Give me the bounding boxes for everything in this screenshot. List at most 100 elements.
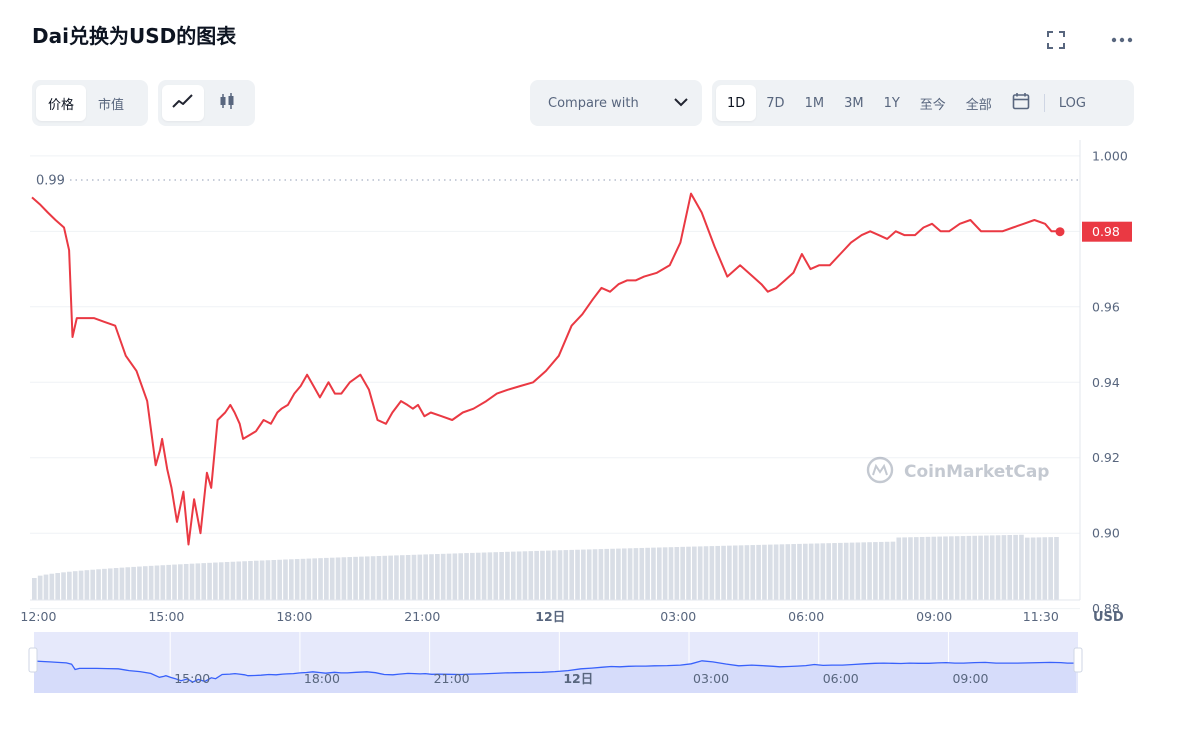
volume-bar <box>826 543 832 600</box>
page-title: Dai兑换为USD的图表 <box>32 24 237 48</box>
tab-price[interactable]: 价格 <box>36 85 87 121</box>
range-1m[interactable]: 1M <box>804 95 825 111</box>
x-tick-label: 15:00 <box>148 609 184 624</box>
navigator-handle-left[interactable] <box>28 647 38 673</box>
compare-with-dropdown[interactable]: Compare with <box>530 80 702 126</box>
range-7d[interactable]: 7D <box>766 95 785 111</box>
navigator-tick-label: 18:00 <box>304 671 340 686</box>
volume-bar <box>949 536 954 600</box>
volume-bar <box>405 554 411 600</box>
volume-bar <box>394 555 399 600</box>
volume-bar <box>709 546 715 600</box>
volume-bar <box>756 544 761 600</box>
volume-bar <box>242 561 247 600</box>
volume-bar <box>937 536 942 600</box>
volume-bar <box>399 555 405 600</box>
volume-bar <box>90 569 96 600</box>
volume-bar <box>306 558 312 600</box>
range-all[interactable]: 全部 <box>965 97 992 113</box>
currency-label: USD <box>1093 610 1124 625</box>
volume-bar <box>248 560 253 600</box>
volume-bar <box>995 535 1001 600</box>
volume-bar <box>452 553 458 600</box>
volume-bar <box>55 572 61 600</box>
volume-bar <box>213 562 218 600</box>
volume-bar <box>767 544 773 600</box>
volume-bar <box>359 556 364 600</box>
volume-bar <box>645 547 650 600</box>
volume-bar <box>884 541 890 600</box>
volume-bar <box>908 537 913 600</box>
volume-bar <box>277 559 282 600</box>
volume-bar <box>148 565 154 600</box>
volume-bar <box>446 553 452 600</box>
volume-bar <box>680 546 685 600</box>
range-tabs: 1D 7D 1M 3M 1Y 至今 全部 LOG <box>712 80 1134 126</box>
range-3m[interactable]: 3M <box>844 95 864 111</box>
volume-bar <box>218 562 224 600</box>
volume-bar <box>160 565 166 600</box>
grid-lines <box>30 155 1080 610</box>
calendar-button[interactable] <box>1002 85 1040 121</box>
fullscreen-icon[interactable] <box>1044 28 1068 52</box>
last-price-label: 0.98 <box>1092 224 1120 239</box>
volume-bar <box>762 544 767 600</box>
range-ytd[interactable]: 至今 <box>919 97 946 113</box>
more-icon[interactable] <box>1110 28 1134 52</box>
range-navigator[interactable]: 15:00 18:00 21:00 12日 03:00 06:00 09:00 <box>28 632 1083 693</box>
navigator-handle-right[interactable] <box>1073 647 1083 673</box>
volume-bar <box>867 542 872 600</box>
volume-bar <box>417 554 423 600</box>
range-1y[interactable]: 1Y <box>883 95 900 111</box>
volume-bar <box>96 569 101 600</box>
price-line <box>31 192 1060 546</box>
tab-market-cap[interactable]: 市值 <box>98 97 125 113</box>
volume-bar <box>639 547 645 600</box>
volume-bar <box>773 544 779 600</box>
volume-bar <box>925 536 931 600</box>
range-1d[interactable]: 1D <box>716 85 757 121</box>
volume-bar <box>72 571 78 600</box>
watermark-text: CoinMarketCap <box>904 462 1049 482</box>
volume-bar <box>516 551 522 600</box>
chart-style-tabs <box>158 80 255 126</box>
volume-bar <box>271 559 277 600</box>
x-tick-label: 18:00 <box>276 609 312 624</box>
volume-bar <box>142 566 148 600</box>
volume-bar <box>668 547 674 600</box>
volume-bar <box>662 547 668 600</box>
volume-bar <box>505 551 510 600</box>
volume-bar <box>738 545 744 600</box>
volume-bar <box>61 572 66 600</box>
volume-bar <box>189 563 195 600</box>
y-tick-label: 0.92 <box>1092 450 1120 465</box>
volume-bars <box>32 534 1059 600</box>
volume-bar <box>610 548 615 600</box>
volume-bar <box>499 551 504 600</box>
volume-bar <box>522 551 528 600</box>
volume-bar <box>1036 537 1042 600</box>
x-tick-label: 12:00 <box>20 609 56 624</box>
volume-bar <box>43 574 49 600</box>
volume-bar <box>318 558 323 600</box>
volume-bar <box>913 537 919 600</box>
volume-bar <box>791 544 796 600</box>
volume-bar <box>656 547 662 600</box>
candlestick-button[interactable] <box>204 85 250 121</box>
volume-bar <box>586 549 592 600</box>
chevron-down-icon <box>674 96 688 111</box>
volume-bar <box>493 552 499 600</box>
line-chart-button[interactable] <box>162 85 204 121</box>
volume-bar <box>230 561 236 600</box>
line-chart-icon <box>172 93 194 113</box>
log-toggle[interactable]: LOG <box>1058 95 1086 111</box>
volume-bar <box>808 543 814 600</box>
navigator-line <box>33 660 1076 683</box>
volume-bar <box>154 565 160 600</box>
volume-bar <box>1024 537 1030 600</box>
volume-bar <box>721 545 726 600</box>
volume-bar <box>84 570 90 600</box>
volume-bar <box>253 560 259 600</box>
volume-bar <box>890 541 896 600</box>
